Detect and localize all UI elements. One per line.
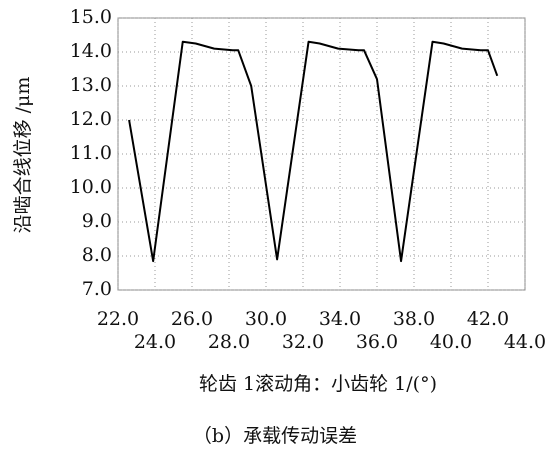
- caption: （b）承载传动误差: [193, 425, 357, 447]
- x-tick-label: 24.0: [134, 331, 176, 353]
- x-tick-label: 36.0: [356, 331, 398, 353]
- x-tick-label: 38.0: [393, 308, 435, 330]
- y-tick-label: 12.0: [70, 108, 112, 130]
- x-tick-label: 34.0: [319, 308, 361, 330]
- y-tick-label: 11.0: [70, 142, 112, 164]
- y-tick-label: 9.0: [82, 210, 112, 232]
- x-tick-label: 44.0: [504, 331, 546, 353]
- y-tick-label: 13.0: [70, 74, 112, 96]
- y-tick-label: 15.0: [70, 6, 112, 28]
- x-tick-label: 28.0: [208, 331, 250, 353]
- x-tick-label: 32.0: [282, 331, 324, 353]
- plot-frame: [117, 17, 526, 291]
- y-axis-label: 沿啮合线位移 /μm: [12, 77, 34, 234]
- y-tick-label: 14.0: [70, 40, 112, 62]
- y-tick-label: 10.0: [70, 176, 112, 198]
- x-tick-label: 26.0: [171, 308, 213, 330]
- data-line: [128, 40, 499, 263]
- x-tick-label: 30.0: [245, 308, 287, 330]
- x-tick-label: 40.0: [430, 331, 472, 353]
- x-axis-label: 轮齿 1滚动角：小齿轮 1/(°): [199, 373, 437, 395]
- x-tick-label: 22.0: [97, 308, 139, 330]
- y-tick-label: 7.0: [82, 278, 112, 300]
- y-tick-label: 8.0: [82, 244, 112, 266]
- x-tick-label: 42.0: [467, 308, 509, 330]
